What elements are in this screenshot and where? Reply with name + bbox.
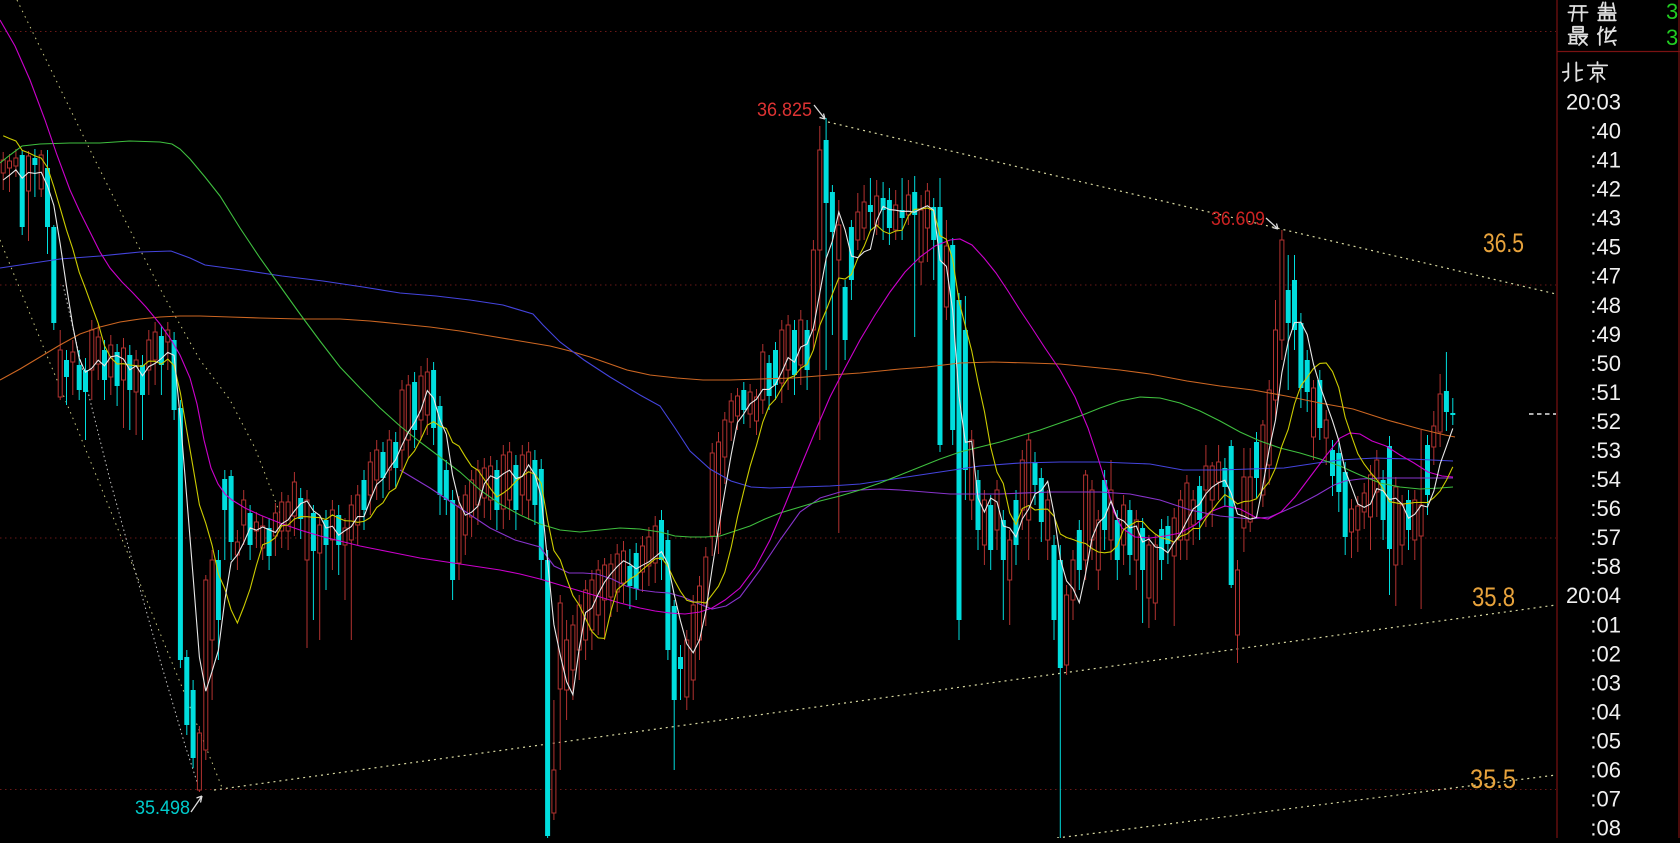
svg-text:35.8: 35.8 — [1472, 582, 1515, 612]
svg-text::02: :02 — [1590, 641, 1621, 666]
svg-text::03: :03 — [1590, 670, 1621, 695]
svg-text::52: :52 — [1590, 409, 1621, 434]
svg-text::04: :04 — [1590, 700, 1621, 725]
svg-text:35.498: 35.498 — [135, 798, 190, 819]
svg-text::07: :07 — [1590, 787, 1621, 812]
svg-text:20:04: 20:04 — [1566, 583, 1621, 608]
svg-text::51: :51 — [1590, 380, 1621, 405]
svg-text:20:03: 20:03 — [1566, 89, 1621, 114]
svg-text::05: :05 — [1590, 729, 1621, 754]
svg-text::06: :06 — [1590, 758, 1621, 783]
svg-text::53: :53 — [1590, 438, 1621, 463]
svg-text::43: :43 — [1590, 206, 1621, 231]
svg-text:3: 3 — [1666, 0, 1678, 24]
svg-text:36.5: 36.5 — [1483, 228, 1524, 258]
svg-text:36.825: 36.825 — [757, 100, 812, 121]
svg-text::57: :57 — [1590, 525, 1621, 550]
svg-text:3: 3 — [1666, 25, 1678, 50]
svg-text:35.5: 35.5 — [1470, 764, 1516, 794]
svg-text::45: :45 — [1590, 235, 1621, 260]
svg-text::47: :47 — [1590, 264, 1621, 289]
svg-text::40: :40 — [1590, 119, 1621, 144]
svg-text:36.609: 36.609 — [1211, 209, 1265, 230]
svg-text::50: :50 — [1590, 351, 1621, 376]
svg-text::54: :54 — [1590, 467, 1621, 492]
svg-text::41: :41 — [1590, 148, 1621, 173]
svg-text::49: :49 — [1590, 322, 1621, 347]
svg-text::48: :48 — [1590, 293, 1621, 318]
svg-text::01: :01 — [1590, 612, 1621, 637]
svg-text::56: :56 — [1590, 496, 1621, 521]
svg-text::58: :58 — [1590, 554, 1621, 579]
svg-text::08: :08 — [1590, 816, 1621, 838]
svg-text::42: :42 — [1590, 177, 1621, 202]
